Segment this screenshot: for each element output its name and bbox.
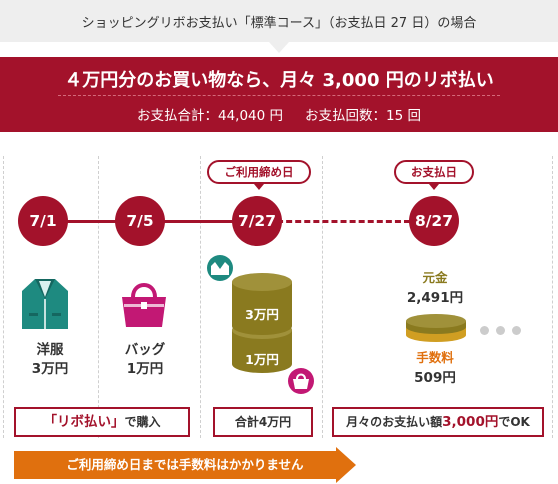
header-tab: ショッピングリボお支払い「標準コース」（お支払日 27 日）の場合 <box>0 0 558 42</box>
column-divider <box>98 156 99 438</box>
purchase-name: 洋服 <box>36 342 64 358</box>
stack-label-bottom: 1万円 <box>245 352 279 367</box>
summary-banner: ４万円分のお買い物なら、月々 3,000 円のリボ払い お支払合計：44,040… <box>0 57 558 132</box>
column-divider <box>200 156 201 438</box>
column-divider <box>3 156 4 438</box>
date-circle-payment: 8/27 <box>409 196 459 246</box>
principal-label: 元金 <box>422 270 448 285</box>
cutoff-date-callout: ご利用締め日 <box>207 160 311 184</box>
monthly-amount-text: 3,000円 <box>442 414 499 430</box>
arrow-head-icon <box>336 447 356 483</box>
purchase-amount: 3万円 <box>31 361 69 377</box>
payment-date-callout: お支払日 <box>394 160 474 184</box>
purchase-amount: 1万円 <box>126 361 164 377</box>
column-divider <box>552 156 553 438</box>
handbag-icon <box>118 277 170 329</box>
coin-stack-icon <box>404 313 468 343</box>
cylinder-stack <box>226 268 298 376</box>
revolving-bracket-text: 「リボ払い」 <box>43 414 125 430</box>
ellipsis-dots-icon <box>480 320 528 339</box>
header-tab-title: ショッピングリボお支払い「標準コース」（お支払日 27 日）の場合 <box>81 16 477 31</box>
timeline-dashed-line <box>268 220 410 223</box>
banner-divider <box>58 95 500 96</box>
monthly-suffix-text: でOK <box>498 415 530 429</box>
banner-headline: ４万円分のお買い物なら、月々 3,000 円のリボ払い <box>64 70 494 91</box>
total-box: 合計4万円 <box>213 407 313 437</box>
handbag-icon <box>288 368 314 394</box>
date-circle-cutoff: 7/27 <box>232 196 282 246</box>
fee-label: 手数料 <box>416 350 454 365</box>
banner-summary: お支払合計：44,040 円 お支払回数：15 回 <box>0 104 558 124</box>
callout-pointer <box>429 184 439 190</box>
column-divider <box>322 156 323 438</box>
monthly-payment-box: 月々のお支払い額3,000円でOK <box>332 407 544 437</box>
fee-note-arrow <box>14 451 336 479</box>
fee-note-text: ご利用締め日までは手数料はかかりません <box>66 457 304 472</box>
purchase-item-bag: バッグ 1万円 <box>112 341 178 379</box>
revolving-suffix-text: で購入 <box>124 415 161 429</box>
date-circle-purchase-1: 7/1 <box>18 196 68 246</box>
header-tab-pointer <box>269 42 289 53</box>
jacket-icon <box>207 255 233 281</box>
fee-value: 509円 <box>414 370 456 386</box>
purchase-name: バッグ <box>124 342 166 358</box>
stack-label-top: 3万円 <box>245 307 279 322</box>
purchase-item-clothes: 洋服 3万円 <box>20 341 80 379</box>
callout-pointer <box>254 184 264 190</box>
revolving-purchase-box: 「リボ払い」で購入 <box>14 407 190 437</box>
monthly-prefix-text: 月々のお支払い額 <box>346 415 443 429</box>
date-circle-purchase-2: 7/5 <box>115 196 165 246</box>
jacket-icon <box>20 275 70 331</box>
payment-count: お支払回数：15 回 <box>305 108 421 124</box>
principal-value: 2,491円 <box>406 290 464 306</box>
payment-total: お支払合計：44,040 円 <box>136 108 284 124</box>
